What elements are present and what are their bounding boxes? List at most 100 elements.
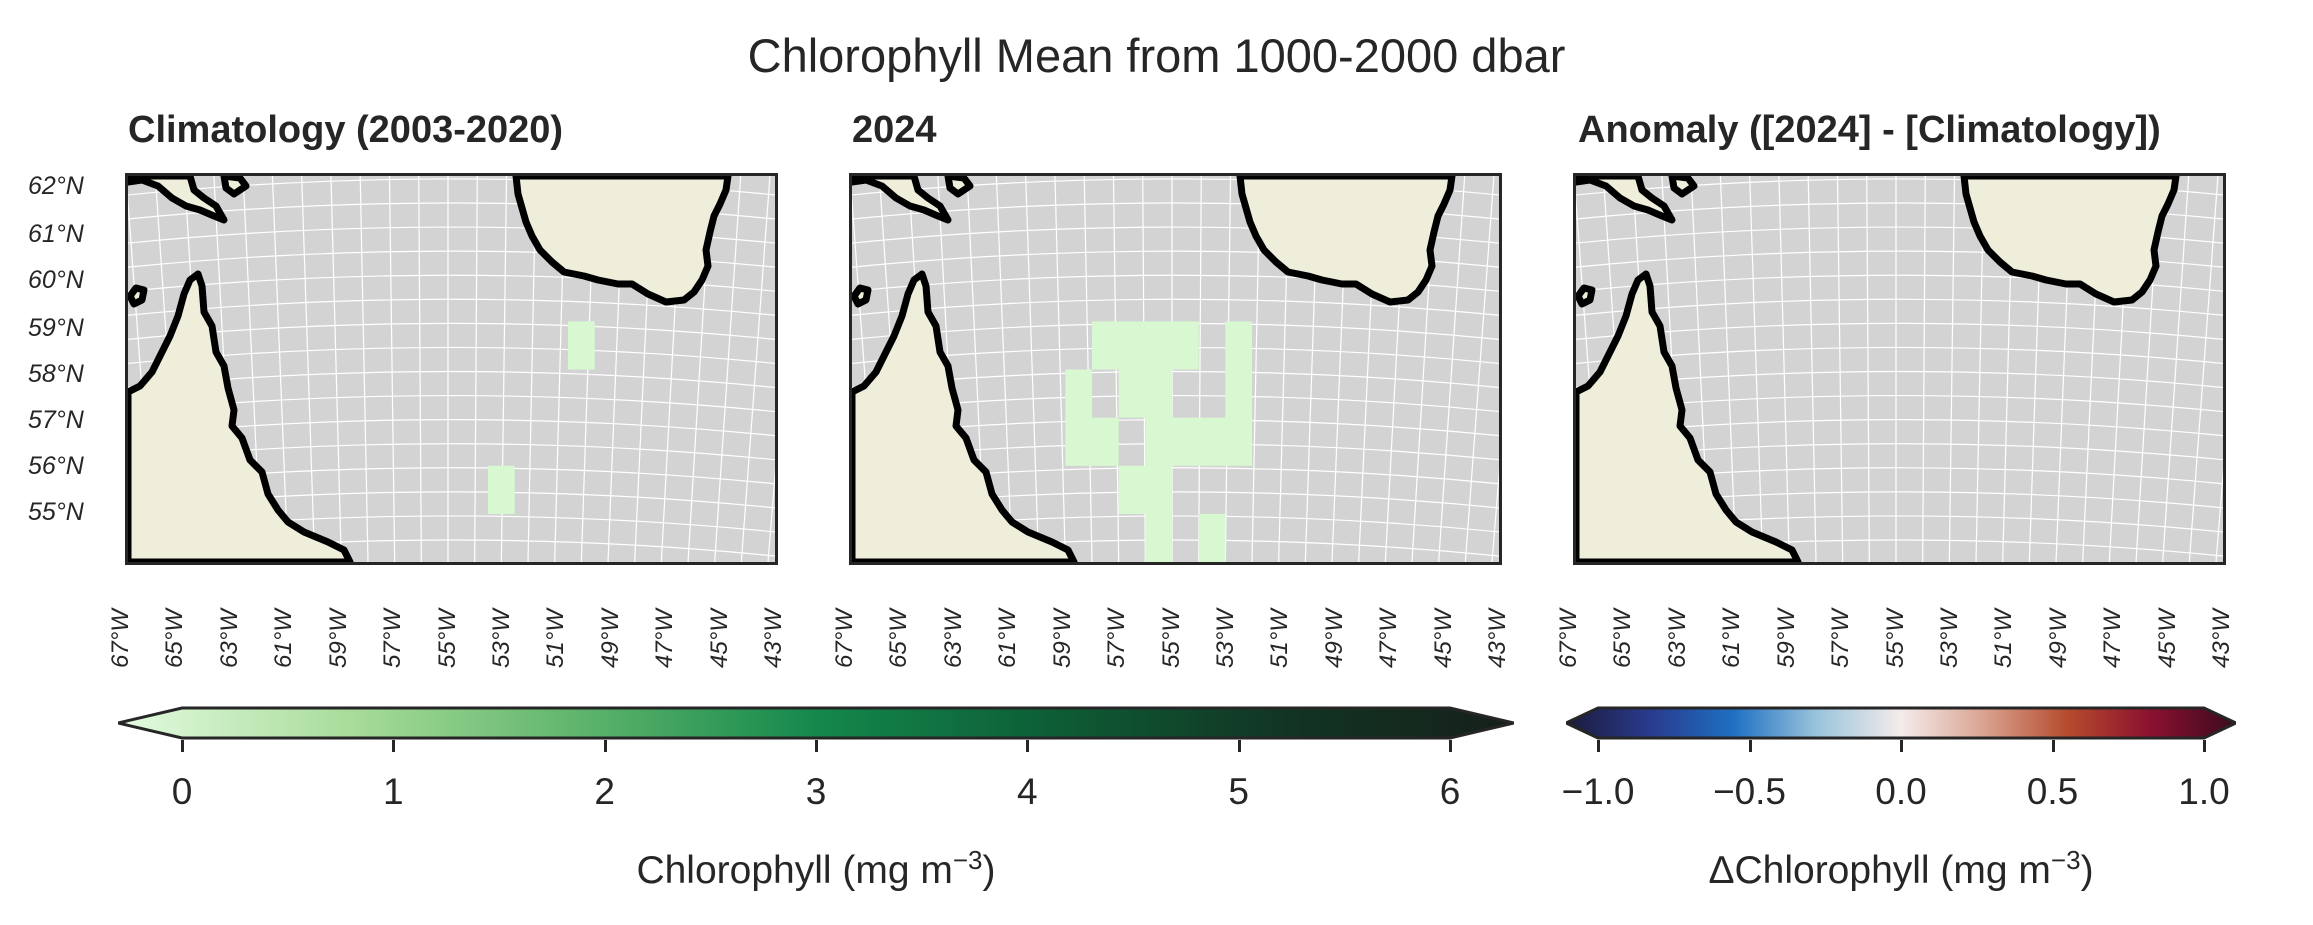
meridian-line xyxy=(2188,176,2219,562)
meridian-line xyxy=(1491,467,1499,562)
lon-tick-label: 45°W xyxy=(1429,609,1457,668)
land-baffin-island xyxy=(220,176,250,198)
colorbar-chlorophyll-tick-mark xyxy=(603,740,607,752)
colorbar-anomaly-tick-label: 0.5 xyxy=(2026,771,2079,812)
lon-tick-label: 65°W xyxy=(885,609,913,668)
land-greenland xyxy=(1236,176,1456,306)
data-cell xyxy=(1118,369,1146,418)
colorbar-anomaly-label: ΔChlorophyll (mg m−3) xyxy=(1708,845,2094,892)
colorbar-chlorophyll-tick-label: 4 xyxy=(1017,771,1038,812)
parallel-line xyxy=(852,298,1499,316)
lon-tick-label: 53°W xyxy=(1211,609,1239,668)
meridian-line xyxy=(714,176,742,562)
meridian-line xyxy=(1749,176,1764,562)
meridian-line xyxy=(740,176,771,562)
data-cell xyxy=(1225,417,1252,466)
lon-tick-label: 67°W xyxy=(1555,609,1582,668)
colorbar-anomaly-tick-mark xyxy=(1748,740,1752,752)
lon-tick-label: 67°W xyxy=(107,609,134,668)
colorbar-anomaly-tick-label: −0.5 xyxy=(1712,771,1787,812)
meridian-line xyxy=(418,176,422,562)
data-cell xyxy=(1092,321,1119,370)
meridian-line xyxy=(1807,176,1817,562)
meridian-line xyxy=(995,176,1013,562)
colorbar-anomaly-tick-label: −1.0 xyxy=(1561,771,1635,812)
land-baffin-island xyxy=(128,176,228,224)
lon-tick-label: 59°W xyxy=(1048,609,1076,668)
map-canvas xyxy=(128,176,775,562)
meridian-line xyxy=(1198,176,1202,562)
panel-title-2024: 2024 xyxy=(852,109,937,151)
lon-tick-label: 65°W xyxy=(1609,609,1637,668)
lon-tick-label: 45°W xyxy=(705,609,733,668)
meridian-line xyxy=(1464,176,1495,562)
colorbar-chlorophyll-tick-mark xyxy=(1237,740,1241,752)
lon-tick-label: 43°W xyxy=(1484,609,1511,668)
colorbar-chlorophyll-tick-mark xyxy=(1449,740,1452,752)
lon-tick-label: 55°W xyxy=(1157,609,1185,668)
colorbar-chlorophyll xyxy=(118,706,1514,740)
lon-tick-label: 49°W xyxy=(2044,609,2072,668)
panel-title-anomaly: Anomaly ([2024] - [Climatology]) xyxy=(1578,109,2161,151)
meridian-line xyxy=(301,176,316,562)
lon-tick-label: 67°W xyxy=(831,609,858,668)
lon-tick-label: 49°W xyxy=(1320,609,1348,668)
lon-tick-label: 51°W xyxy=(1266,609,1294,668)
colorbar-anomaly-tick-mark xyxy=(2203,740,2206,752)
meridian-line xyxy=(330,176,342,562)
figure-title: Chlorophyll Mean from 1000-2000 dbar xyxy=(747,29,1566,82)
lat-tick-label: 62°N xyxy=(28,172,84,200)
meridian-line xyxy=(1922,176,1926,562)
data-cell xyxy=(1225,321,1252,370)
colorbar-chlorophyll-tick-label: 2 xyxy=(594,771,615,812)
lon-tick-label: 51°W xyxy=(542,609,570,668)
data-cell xyxy=(1172,321,1199,370)
colorbar-chlorophyll-tick-label: 5 xyxy=(1228,771,1249,812)
lat-tick-label: 58°N xyxy=(28,360,84,388)
data-cell xyxy=(1065,417,1092,466)
lon-tick-label: 59°W xyxy=(1772,609,1800,668)
parallel-line xyxy=(128,298,775,316)
data-cell xyxy=(1225,369,1252,418)
lon-tick-label: 61°W xyxy=(1718,609,1746,668)
colorbar-chlorophyll-label: Chlorophyll (mg m−3) xyxy=(636,845,996,892)
data-cell xyxy=(1092,417,1119,466)
lon-tick-label: 55°W xyxy=(433,609,461,668)
colorbar-chlorophyll-tick-label: 3 xyxy=(805,771,827,812)
colorbar-anomaly-tick-mark xyxy=(1900,740,1903,752)
land-labrador xyxy=(128,270,354,562)
panel-title-climatology: Climatology (2003-2020) xyxy=(128,109,564,151)
lon-tick-label: 43°W xyxy=(2208,609,2235,668)
map-panel-2024 xyxy=(849,173,1502,565)
meridian-line xyxy=(1778,176,1790,562)
lon-tick-label: 45°W xyxy=(2153,609,2181,668)
data-cell xyxy=(488,465,515,514)
lon-tick-label: 63°W xyxy=(215,609,243,668)
lon-tick-label: 65°W xyxy=(161,609,189,668)
lon-tick-label: 53°W xyxy=(1935,609,1963,668)
data-cell xyxy=(1145,417,1172,466)
lat-tick-label: 57°N xyxy=(28,406,84,434)
lon-tick-label: 57°W xyxy=(379,609,407,668)
data-cell xyxy=(1198,417,1226,466)
land-labrador xyxy=(1576,270,1802,562)
lon-tick-label: 43°W xyxy=(760,609,787,668)
meridian-line xyxy=(2162,176,2190,562)
land-greenland xyxy=(1960,176,2180,306)
colorbar-chlorophyll-tick-mark xyxy=(181,740,184,752)
colorbar-anomaly-tick-label: 1.0 xyxy=(2178,771,2230,812)
meridian-line xyxy=(1438,176,1466,562)
meridian-line xyxy=(1054,176,1066,562)
meridian-line xyxy=(1948,176,1956,562)
lat-tick-label: 55°N xyxy=(28,498,84,526)
lon-tick-label: 53°W xyxy=(487,609,515,668)
colorbar-anomaly-tick-label: 0.0 xyxy=(1875,771,1927,812)
meridian-line xyxy=(1866,176,1870,562)
land-resolution-island xyxy=(852,284,872,308)
lon-tick-label: 63°W xyxy=(939,609,967,668)
lon-tick-label: 47°W xyxy=(2099,609,2127,668)
colorbar-chlorophyll-tick-label: 6 xyxy=(1439,771,1461,812)
data-cell xyxy=(568,321,595,370)
data-cell xyxy=(1145,369,1172,418)
